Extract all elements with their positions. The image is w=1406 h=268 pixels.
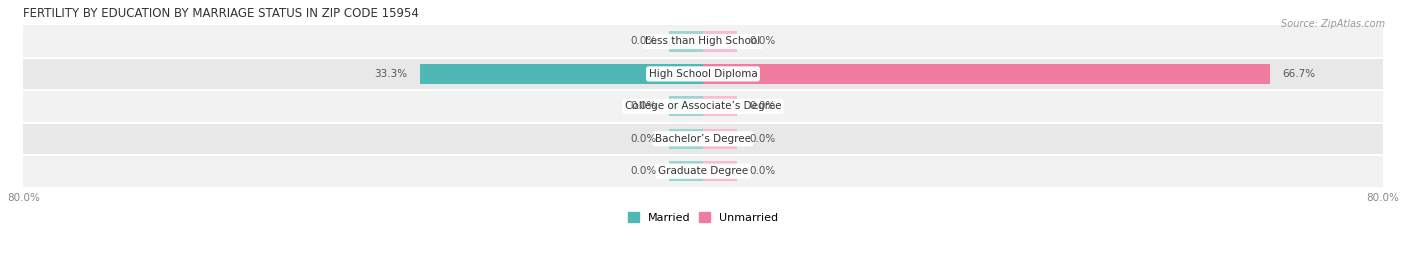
Text: 66.7%: 66.7% [1282,69,1316,79]
Bar [669,161,703,181]
Text: 0.0%: 0.0% [630,166,657,176]
Text: FERTILITY BY EDUCATION BY MARRIAGE STATUS IN ZIP CODE 15954: FERTILITY BY EDUCATION BY MARRIAGE STATU… [24,7,419,20]
Text: Bachelor’s Degree: Bachelor’s Degree [655,134,751,144]
Text: 0.0%: 0.0% [749,134,776,144]
Text: 33.3%: 33.3% [374,69,408,79]
Bar [24,122,1382,155]
Text: 0.0%: 0.0% [749,101,776,111]
Text: Graduate Degree: Graduate Degree [658,166,748,176]
Bar [420,64,703,84]
Text: 0.0%: 0.0% [630,36,657,46]
Text: High School Diploma: High School Diploma [648,69,758,79]
Bar [703,161,737,181]
Text: 0.0%: 0.0% [749,36,776,46]
Bar [24,25,1382,58]
Bar [24,90,1382,122]
Text: College or Associate’s Degree: College or Associate’s Degree [624,101,782,111]
Bar [669,129,703,149]
Bar [24,58,1382,90]
Bar [669,31,703,51]
Bar [669,96,703,116]
Text: 0.0%: 0.0% [630,134,657,144]
Text: Source: ZipAtlas.com: Source: ZipAtlas.com [1281,19,1385,29]
Text: 0.0%: 0.0% [749,166,776,176]
Text: Less than High School: Less than High School [645,36,761,46]
Bar [703,64,1270,84]
Bar [24,155,1382,187]
Bar [703,129,737,149]
Bar [703,31,737,51]
Text: 0.0%: 0.0% [630,101,657,111]
Bar [703,96,737,116]
Legend: Married, Unmarried: Married, Unmarried [623,208,783,227]
